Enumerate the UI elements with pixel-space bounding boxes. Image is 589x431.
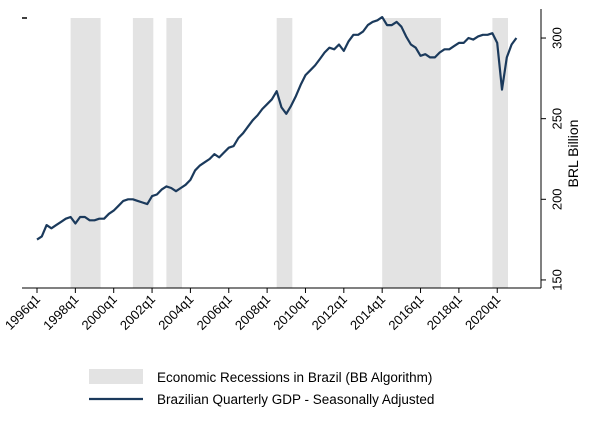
x-axis-ticks: 1996q11998q12000q12002q12004q12006q12008… (2, 288, 503, 333)
recession-band (382, 18, 441, 288)
x-tick-label: 2020q1 (462, 292, 503, 333)
x-tick-label: 1998q1 (40, 292, 81, 333)
legend-recession-swatch (89, 369, 143, 384)
recession-band (492, 18, 508, 288)
y-tick-label: 250 (550, 108, 565, 130)
plot-frame (22, 9, 542, 289)
recession-band (70, 18, 101, 288)
x-tick-label: 2000q1 (79, 292, 120, 333)
x-tick-label: 2016q1 (385, 292, 426, 333)
recession-band (166, 18, 182, 288)
x-tick-label: 2014q1 (347, 292, 388, 333)
x-tick-label: 2004q1 (155, 292, 196, 333)
series-line-gdp (36, 16, 518, 241)
y-axis-ticks: 150 200 250 300 (541, 27, 565, 291)
y-tick-label: 150 (550, 269, 565, 291)
x-tick-label: 1996q1 (2, 292, 43, 333)
y-tick-label: 200 (550, 188, 565, 210)
y-axis-title: BRL Billion (565, 120, 581, 188)
y-tick-label: 300 (550, 27, 565, 49)
x-tick-label: 2008q1 (232, 292, 273, 333)
legend-recession-label: Economic Recessions in Brazil (BB Algori… (157, 370, 432, 385)
x-tick-label: 2012q1 (309, 292, 350, 333)
x-tick-label: 2006q1 (194, 292, 235, 333)
legend-gdp-label: Brazilian Quarterly GDP - Seasonally Adj… (157, 392, 434, 407)
x-tick-label: 2002q1 (117, 292, 158, 333)
recession-bands (70, 18, 508, 288)
recession-band (132, 18, 154, 288)
series-lines (36, 16, 518, 241)
x-tick-label: 2010q1 (270, 292, 311, 333)
legend: Economic Recessions in Brazil (BB Algori… (89, 369, 434, 407)
recession-band (276, 18, 293, 288)
x-tick-label: 2018q1 (424, 292, 465, 333)
